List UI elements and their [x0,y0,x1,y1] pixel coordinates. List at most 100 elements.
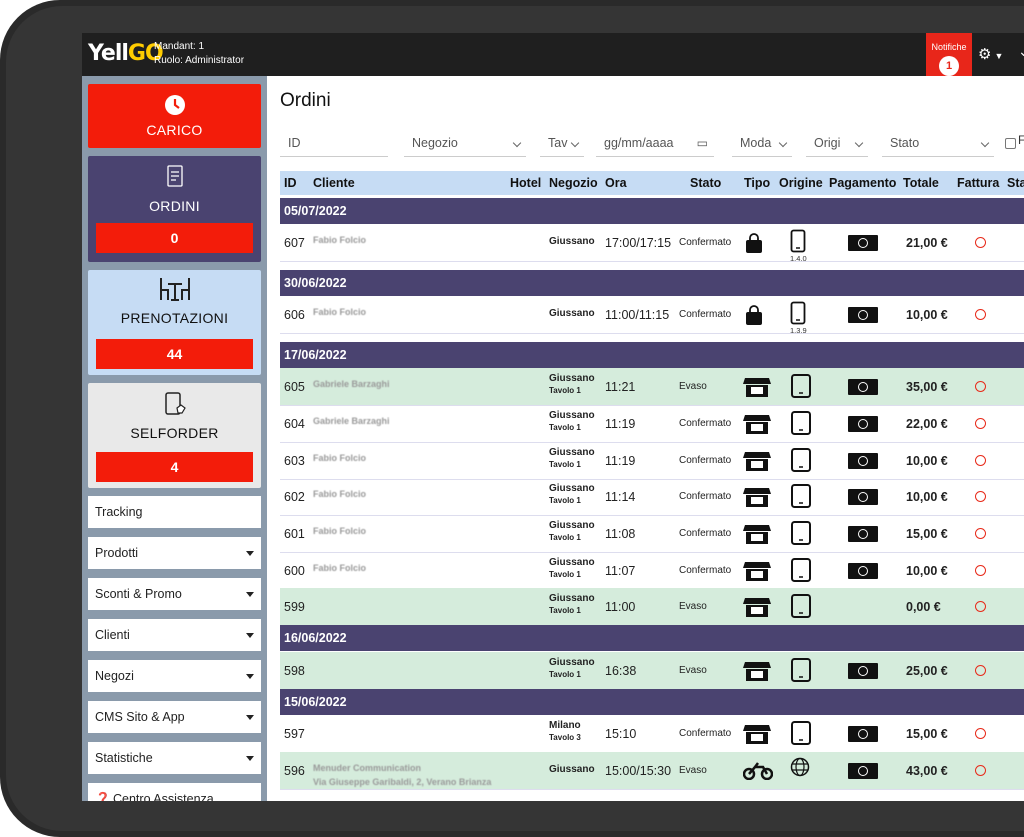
carico-tile[interactable]: CARICO [88,84,261,148]
fattura-circle-icon[interactable] [975,418,986,429]
filter-modalita[interactable]: Moda [732,130,792,157]
user-meta: Mandant: 1 Ruolo: Administrator [154,40,244,68]
id-cell: 599 [284,600,305,614]
menu-cms[interactable]: CMS Sito & App [88,701,261,733]
fattura-circle-icon[interactable] [975,528,986,539]
col-tipo[interactable]: Tipo [744,176,771,190]
chevron-down-icon [980,138,990,148]
col-pagamento[interactable]: Pagamento [829,176,897,190]
settings-button[interactable]: ⚙ ▼ [978,45,1003,63]
filter-origine[interactable]: Origi [806,130,868,157]
fattura-circle-icon[interactable] [975,309,986,320]
col-fattura[interactable]: Fattura [957,176,1000,190]
col-hotel[interactable]: Hotel [510,176,542,190]
fattura-circle-icon[interactable] [975,665,986,676]
menu-tracking[interactable]: Tracking [88,496,261,528]
id-cell: 604 [284,417,305,431]
filter-checkbox[interactable] [1005,138,1016,149]
table-row[interactable]: 599 Giussano Tavolo 1 11:00 Evaso 0,00 € [280,588,1024,626]
page-title: Ordini [280,90,331,111]
ora-cell: 15:00/15:30 [605,764,672,778]
fattura-circle-icon[interactable] [975,728,986,739]
calendar-icon: ▭ [696,136,708,150]
table-row[interactable]: 602 Fabio Folcio Giussano Tavolo 1 11:14 Conf… [280,478,1024,516]
totale-cell: 10,00 € [906,564,948,578]
table-row[interactable]: 607 Fabio Folcio Giussano 17:00/17:15 Confer… [280,224,1024,263]
fattura-circle-icon[interactable] [975,765,986,776]
filter-tavolo[interactable]: Tav [540,130,584,157]
menu-clienti[interactable]: Clienti [88,619,261,651]
col-ora[interactable]: Ora [605,176,627,190]
menu-negozi[interactable]: Negozi [88,660,261,692]
table-row[interactable]: 601 Fabio Folcio Giussano Tavolo 1 11:08 Conf… [280,515,1024,553]
origine-cell [790,757,810,780]
gear-icon: ⚙ [978,46,992,63]
fattura-circle-icon[interactable] [975,601,986,612]
date-label: 17/06/2022 [284,348,347,362]
ora-cell: 11:07 [605,564,636,578]
user-icon[interactable]: ⌄ [1018,43,1024,59]
tipo-cell [743,723,771,748]
menu-prodotti[interactable]: Prodotti [88,537,261,569]
fattura-circle-icon[interactable] [975,237,986,248]
pagamento-cell [848,453,878,469]
table-row[interactable]: 603 Fabio Folcio Giussano Tavolo 1 11:19 Conf… [280,442,1024,480]
table-row[interactable]: 600 Fabio Folcio Giussano Tavolo 1 11:07 Conf… [280,552,1024,590]
ora-cell: 11:19 [605,417,636,431]
tipo-cell [743,486,771,511]
filter-stato[interactable]: Stato [882,130,994,157]
shop-icon [743,598,771,617]
tablet-icon [791,484,811,508]
table-row[interactable]: 605 Gabriele Barzaghi Giussano Tavolo 1 11:2… [280,368,1024,406]
col-stampa[interactable]: Sta [1007,176,1024,190]
date-label: 16/06/2022 [284,631,347,645]
id-cell: 597 [284,727,305,741]
menu-sconti-promo[interactable]: Sconti & Promo [88,578,261,610]
table-row[interactable]: 606 Fabio Folcio Giussano 11:00/11:15 Confer… [280,296,1024,335]
phone-icon [790,301,806,325]
origine-cell [790,520,812,549]
date-group-header: 17/06/2022 [280,342,1024,368]
col-totale[interactable]: Totale [903,176,939,190]
col-id[interactable]: ID [284,176,297,190]
filter-negozio[interactable]: Negozio [404,130,526,157]
cash-icon [848,489,878,505]
col-origine[interactable]: Origine [779,176,823,190]
col-negozio[interactable]: Negozio [549,176,598,190]
origine-cell [790,373,812,402]
table-row[interactable]: 596 Menuder Communication Via Giuseppe Gar… [280,752,1024,790]
prenotazioni-tile[interactable]: PRENOTAZIONI 44 [88,270,261,375]
origine-cell [790,447,812,476]
chevron-down-icon: ▼ [994,51,1004,61]
table-row[interactable]: 598 Giussano Tavolo 1 16:38 Evaso 25,00 € [280,652,1024,690]
filter-data[interactable]: gg/mm/aaaa ▭ [596,130,714,157]
ordini-tile[interactable]: ORDINI 0 [88,156,261,262]
globe-icon [790,757,810,777]
filter-id[interactable]: ID [280,130,388,157]
notifications-label: Notifiche [931,42,967,52]
chevron-down-icon [512,138,522,148]
fattura-circle-icon[interactable] [975,491,986,502]
menu-centro-assistenza[interactable]: ❓ Centro Assistenza [88,783,261,801]
selforder-count: 4 [96,452,253,482]
pagamento-cell [848,489,878,505]
ora-cell: 11:19 [605,454,636,468]
cliente-cell: Gabriele Barzaghi [313,416,390,426]
col-stato[interactable]: Stato [690,176,722,190]
col-cliente[interactable]: Cliente [313,176,355,190]
totale-cell: 10,00 € [906,454,948,468]
menu-statistiche[interactable]: Statistiche [88,742,261,774]
logo[interactable]: YellGO [88,41,164,66]
selforder-tile[interactable]: SELFORDER 4 [88,383,261,488]
ora-cell: 11:00/11:15 [605,308,670,322]
fattura-circle-icon[interactable] [975,455,986,466]
stato-cell: Evaso [679,601,707,612]
fattura-circle-icon[interactable] [975,565,986,576]
table-row[interactable]: 597 Milano Tavolo 3 15:10 Confermato 15,00 € [280,715,1024,753]
cliente-cell: Menuder Communication Via Giuseppe Gariba… [313,763,492,787]
fattura-circle-icon[interactable] [975,381,986,392]
pagamento-cell [848,726,878,742]
negozio-cell: Giussano Tavolo 1 [549,373,595,395]
table-row[interactable]: 604 Gabriele Barzaghi Giussano Tavolo 1 11:1… [280,405,1024,443]
prenotazioni-count: 44 [96,339,253,369]
